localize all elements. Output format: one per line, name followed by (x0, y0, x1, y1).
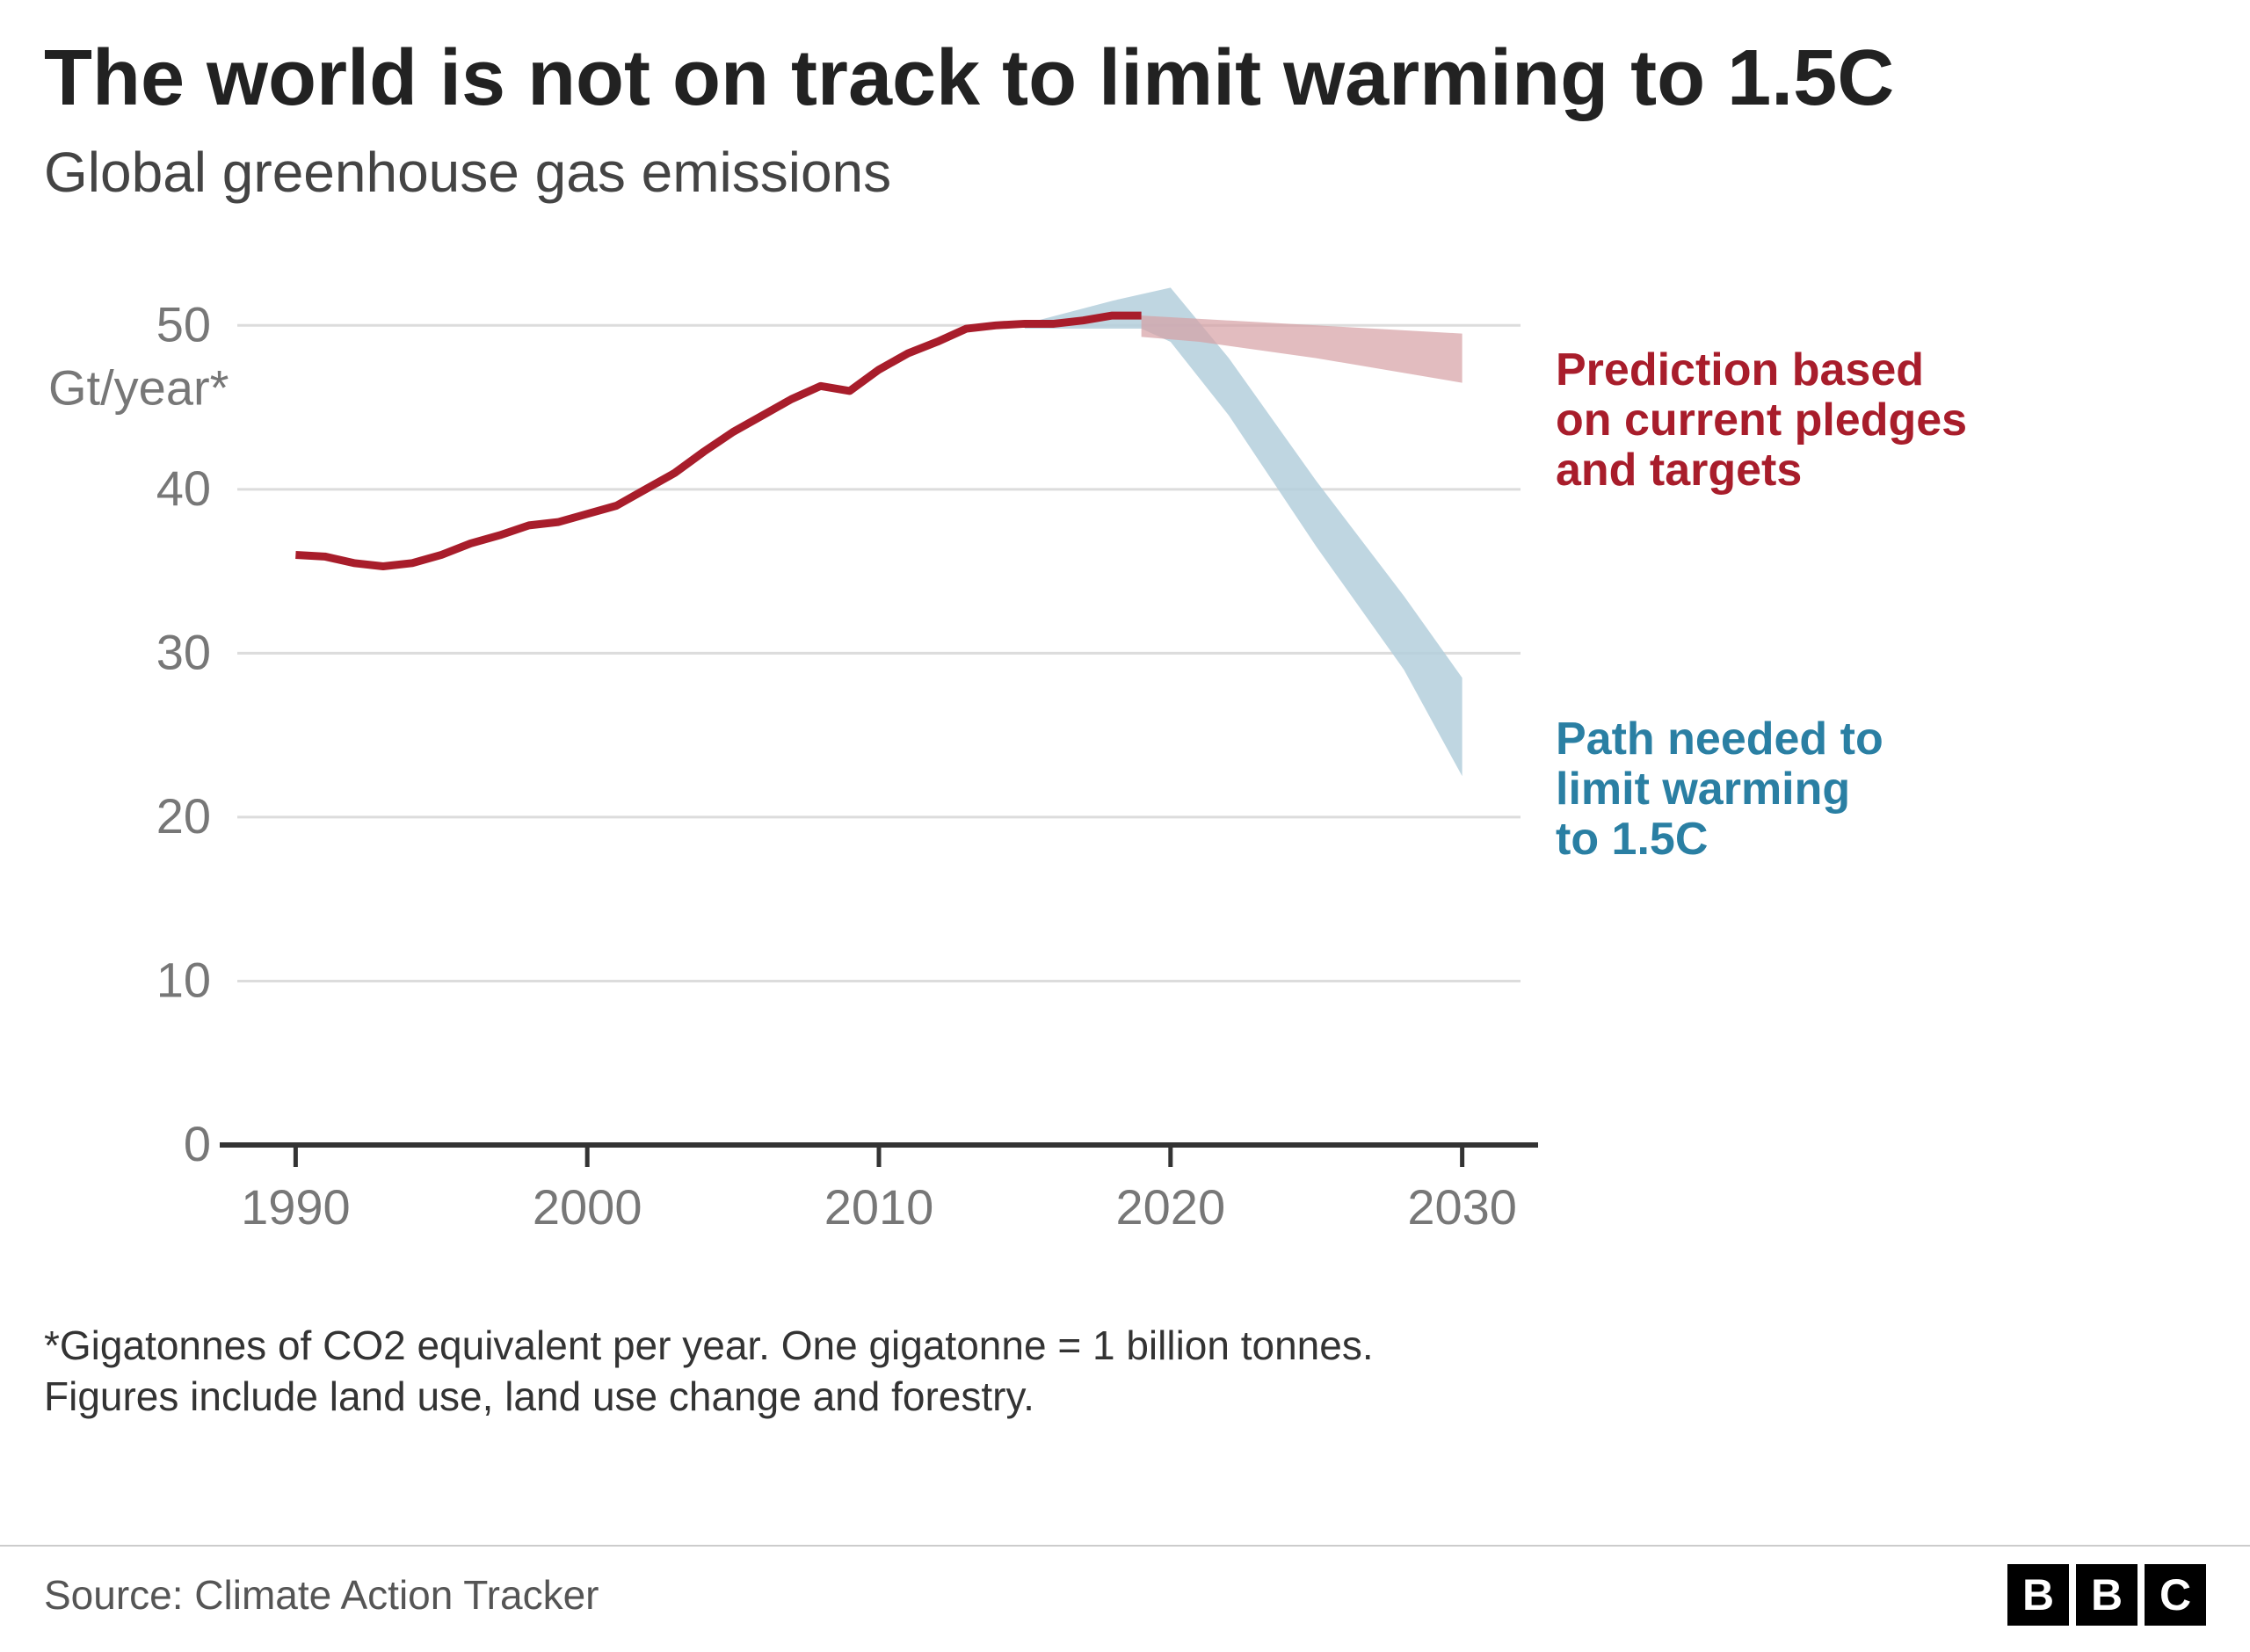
annotation-path: Path needed tolimit warmingto 1.5C (1556, 714, 1883, 866)
source-text: Source: Climate Action Tracker (44, 1571, 599, 1619)
footnote-line-1: *Gigatonnes of CO2 equivalent per year. … (44, 1321, 2206, 1372)
chart-title: The world is not on track to limit warmi… (44, 35, 2206, 122)
svg-text:30: 30 (156, 624, 211, 679)
svg-text:2030: 2030 (1407, 1179, 1517, 1235)
svg-text:Gt/year*: Gt/year* (48, 359, 229, 415)
svg-text:40: 40 (156, 460, 211, 516)
chart-subtitle: Global greenhouse gas emissions (44, 140, 2206, 205)
svg-text:2000: 2000 (533, 1179, 642, 1235)
svg-text:20: 20 (156, 788, 211, 844)
svg-text:10: 10 (156, 952, 211, 1007)
bbc-logo: B B C (2007, 1564, 2206, 1626)
svg-text:2020: 2020 (1116, 1179, 1226, 1235)
bbc-logo-block: B (2076, 1564, 2138, 1626)
svg-text:1990: 1990 (241, 1179, 351, 1235)
chart-svg: 1990200020102020203001020304050Gt/year* (44, 240, 1582, 1250)
footnote-line-2: Figures include land use, land use chang… (44, 1372, 2206, 1423)
chart-area: 1990200020102020203001020304050Gt/year* … (44, 240, 2206, 1294)
footer-bar: Source: Climate Action Tracker B B C (0, 1545, 2250, 1652)
bbc-logo-block: C (2145, 1564, 2206, 1626)
svg-text:0: 0 (184, 1116, 211, 1171)
svg-text:2010: 2010 (824, 1179, 934, 1235)
bbc-logo-block: B (2007, 1564, 2069, 1626)
svg-text:50: 50 (156, 296, 211, 351)
annotation-prediction: Prediction basedon current pledgesand ta… (1556, 345, 1967, 496)
footnote: *Gigatonnes of CO2 equivalent per year. … (44, 1321, 2206, 1439)
